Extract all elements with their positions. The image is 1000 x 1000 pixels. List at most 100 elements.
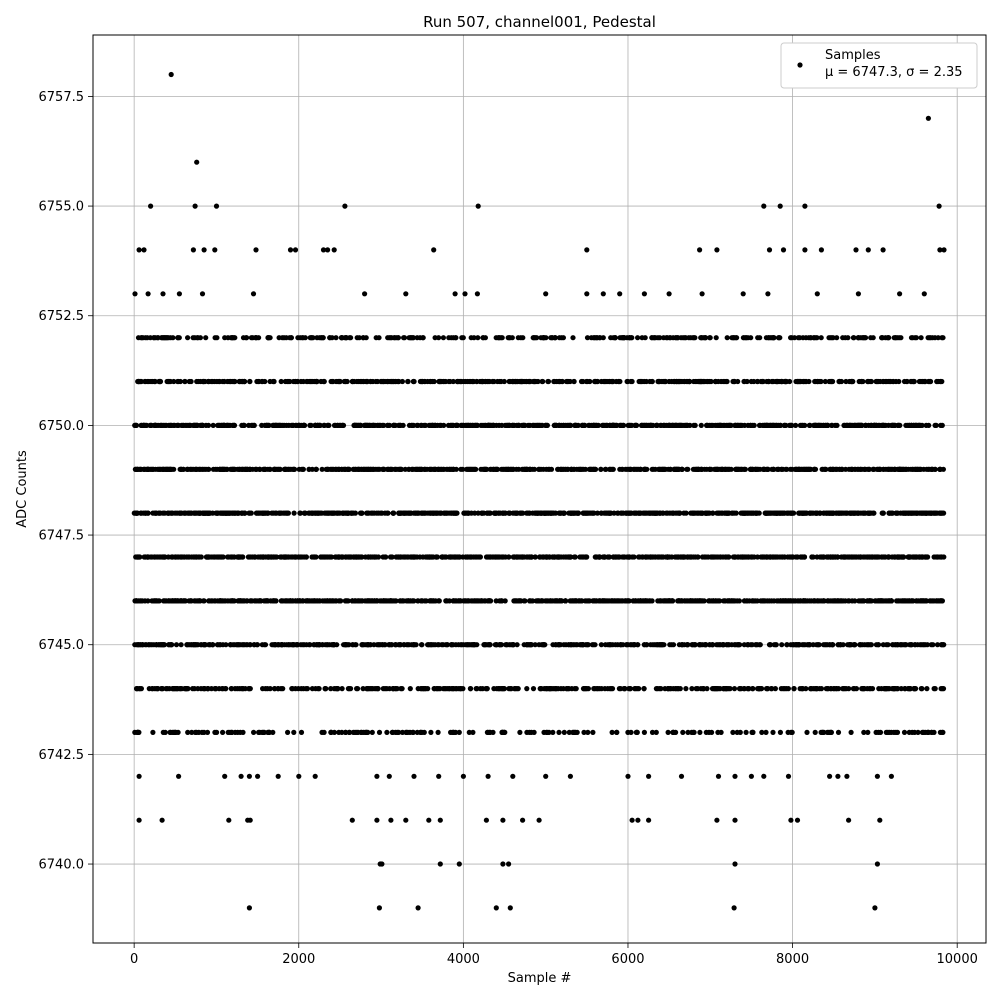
data-point — [611, 510, 617, 516]
data-point — [270, 598, 276, 604]
data-point — [314, 642, 320, 648]
data-point — [159, 466, 166, 472]
data-point — [931, 686, 937, 692]
data-point — [704, 422, 710, 428]
data-point — [223, 510, 229, 516]
data-point — [527, 598, 533, 604]
data-point — [825, 598, 831, 604]
data-point — [757, 466, 763, 472]
data-point — [671, 466, 677, 472]
data-point — [511, 378, 517, 385]
data-point — [373, 378, 379, 385]
data-point — [759, 554, 765, 560]
data-point — [319, 642, 325, 648]
data-point — [425, 686, 431, 692]
data-point — [305, 378, 311, 385]
data-point — [673, 686, 679, 692]
data-point — [246, 422, 252, 428]
data-point — [451, 510, 457, 516]
data-point — [929, 510, 935, 516]
data-point — [583, 378, 590, 385]
data-point — [790, 554, 796, 560]
data-point — [687, 422, 693, 428]
data-point — [301, 422, 307, 428]
data-point — [851, 686, 858, 692]
data-point — [708, 378, 714, 385]
data-point — [905, 510, 911, 516]
data-point — [247, 378, 253, 385]
data-point — [292, 378, 299, 385]
data-point — [161, 598, 167, 604]
data-point — [794, 466, 800, 472]
data-point — [784, 466, 790, 472]
data-point — [812, 598, 818, 604]
data-point — [133, 422, 140, 428]
data-point — [810, 510, 816, 516]
data-point — [585, 642, 591, 648]
data-point — [814, 554, 820, 560]
data-point — [181, 554, 187, 560]
data-point — [510, 422, 516, 428]
data-point — [633, 466, 639, 472]
data-point — [224, 422, 231, 428]
data-point — [169, 554, 175, 560]
data-point — [463, 642, 469, 648]
data-point — [455, 686, 461, 692]
data-point — [532, 554, 538, 560]
data-point — [650, 642, 656, 648]
data-point — [691, 422, 697, 428]
data-point — [188, 378, 194, 385]
data-point — [701, 554, 708, 560]
data-point — [813, 686, 820, 692]
data-point — [406, 642, 412, 648]
data-point — [345, 510, 351, 516]
data-point — [197, 378, 203, 385]
data-point — [769, 686, 775, 692]
data-point — [536, 598, 542, 604]
data-point — [829, 642, 836, 648]
data-point — [153, 598, 160, 604]
data-point — [186, 422, 192, 428]
data-point — [467, 686, 473, 692]
data-point — [905, 598, 911, 604]
data-point — [865, 378, 871, 385]
data-point — [168, 422, 174, 428]
data-point — [766, 642, 773, 648]
data-point — [624, 554, 630, 560]
data-point — [262, 642, 269, 648]
data-point — [506, 510, 513, 516]
data-point — [262, 422, 268, 428]
data-point — [709, 554, 715, 560]
data-point — [937, 510, 944, 516]
data-point — [893, 378, 899, 385]
data-point — [298, 642, 304, 648]
data-point — [222, 686, 228, 692]
data-point — [524, 686, 530, 692]
data-point — [624, 378, 630, 385]
data-point — [173, 642, 180, 648]
data-point — [399, 598, 405, 604]
data-point — [232, 510, 238, 516]
data-point — [145, 554, 151, 560]
data-point — [666, 598, 672, 604]
data-point — [497, 378, 503, 385]
data-point — [290, 686, 296, 692]
data-point — [278, 598, 284, 604]
data-point — [812, 378, 818, 385]
data-point — [240, 642, 246, 648]
data-point — [260, 686, 266, 692]
data-point — [499, 598, 505, 604]
data-point — [579, 422, 585, 428]
data-point — [175, 554, 181, 560]
data-point — [516, 422, 522, 428]
data-point — [448, 554, 454, 560]
data-point — [797, 598, 803, 604]
data-point — [590, 510, 596, 516]
data-point — [484, 510, 490, 516]
data-point — [787, 598, 794, 604]
data-point — [387, 554, 394, 560]
data-point — [539, 378, 545, 385]
data-point — [777, 598, 784, 604]
data-point — [883, 642, 890, 648]
data-point — [720, 554, 726, 560]
